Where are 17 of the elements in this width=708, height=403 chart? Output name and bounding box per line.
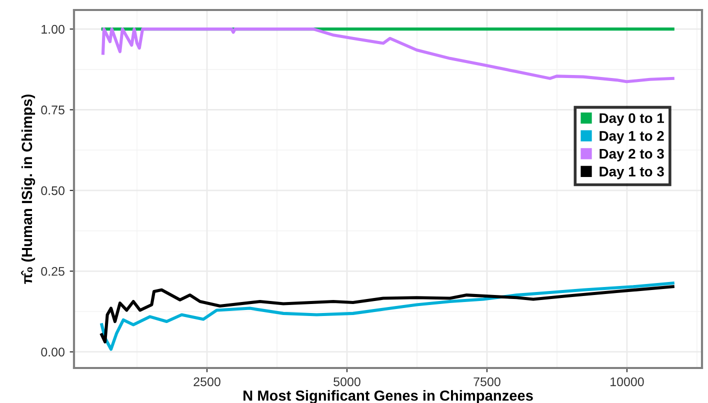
y-tick-label: 0.75 bbox=[41, 106, 64, 114]
y-tick-label: 0.00 bbox=[41, 348, 64, 357]
x-tick-label: 5000 bbox=[334, 377, 360, 386]
legend-label: Day 1 to 2 bbox=[600, 131, 664, 144]
line-series bbox=[101, 28, 674, 84]
y-tick-label: 1.00 bbox=[42, 24, 64, 34]
y-axis-title: π̂₀ (Human ISig. in Chimps) bbox=[21, 94, 36, 284]
legend-label: Day 0 to 1 bbox=[600, 113, 664, 126]
x-tick-label: 10000 bbox=[610, 377, 644, 386]
x-tick-label: 7500 bbox=[474, 377, 500, 386]
x-tick-label: 2500 bbox=[194, 377, 220, 386]
legend-label: Day 1 to 3 bbox=[600, 166, 664, 180]
line-series bbox=[100, 282, 674, 351]
y-tick-label: 0.50 bbox=[41, 186, 64, 196]
line-series bbox=[100, 285, 674, 344]
y-tick-label: 0.25 bbox=[41, 266, 64, 276]
legend-label: Day 2 to 3 bbox=[600, 148, 664, 162]
